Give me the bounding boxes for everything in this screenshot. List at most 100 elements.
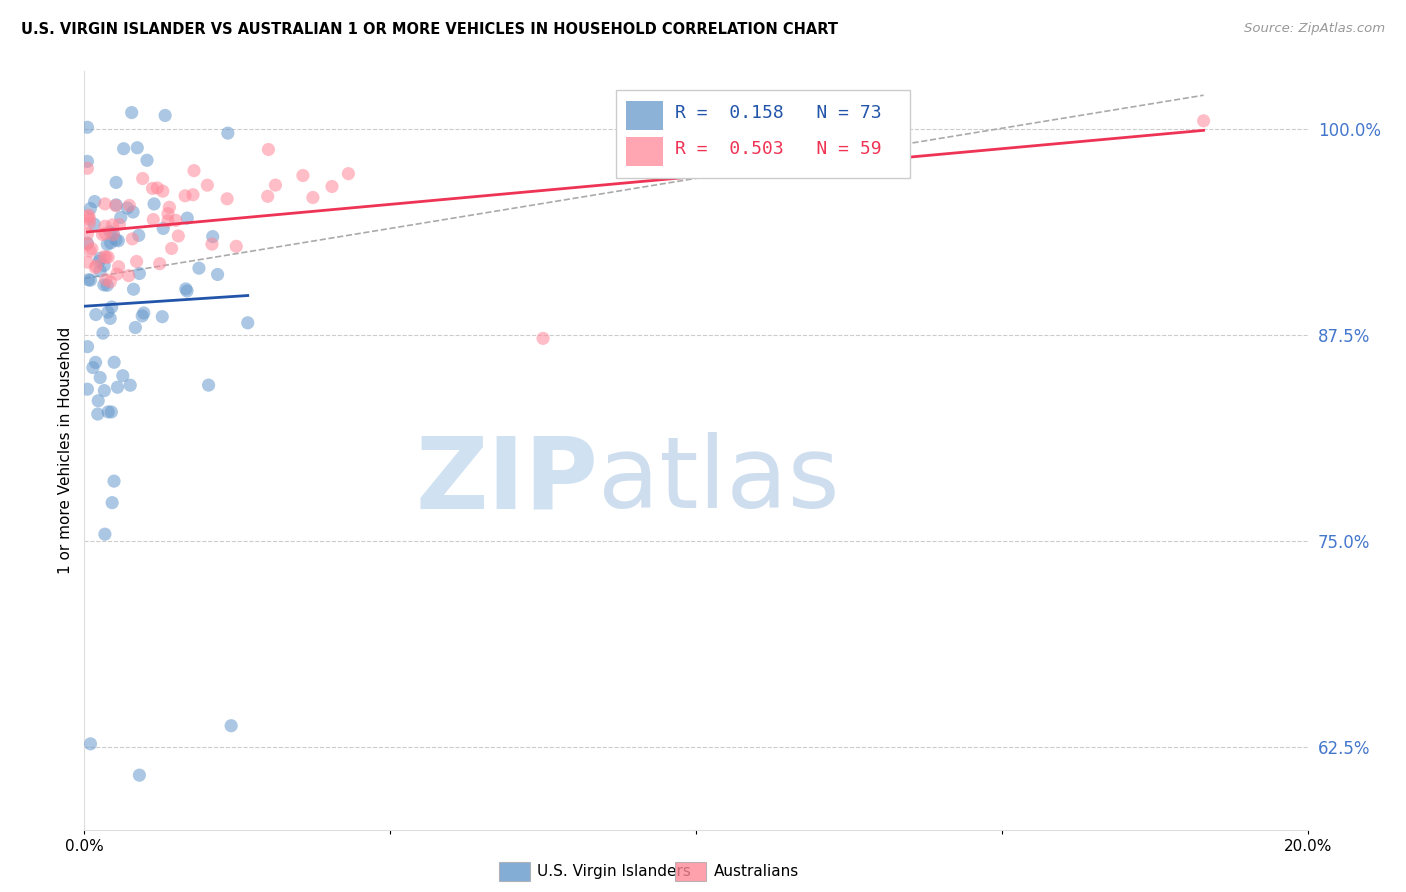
Point: [124, 320, 146, 334]
Point: [132, 306, 155, 320]
Y-axis label: 1 or more Vehicles in Household: 1 or more Vehicles in Household: [58, 326, 73, 574]
Point: [112, 142, 135, 156]
Point: [105, 267, 128, 281]
Point: [94, 250, 117, 264]
Point: [195, 178, 218, 193]
Point: [100, 405, 122, 419]
Point: [321, 179, 343, 194]
Point: [94, 272, 117, 286]
Point: [83, 217, 105, 231]
Point: [531, 331, 554, 345]
Point: [76, 255, 98, 269]
Point: [146, 181, 169, 195]
Point: [87, 254, 110, 268]
Point: [79, 273, 101, 287]
Point: [101, 227, 124, 242]
Point: [87, 393, 110, 408]
Point: [125, 254, 148, 268]
Point: [105, 233, 128, 247]
Point: [117, 201, 139, 215]
Point: [122, 282, 145, 296]
Point: [98, 225, 121, 239]
Point: [236, 316, 259, 330]
Text: R =  0.503   N = 59: R = 0.503 N = 59: [675, 140, 882, 158]
Point: [111, 368, 134, 383]
Point: [76, 210, 98, 224]
Point: [103, 474, 125, 488]
Point: [176, 284, 198, 298]
Point: [118, 198, 141, 212]
Point: [219, 719, 242, 733]
Point: [174, 282, 197, 296]
Point: [152, 221, 174, 235]
Point: [121, 105, 143, 120]
Point: [89, 251, 111, 265]
Point: [82, 360, 104, 375]
Point: [100, 235, 122, 250]
Point: [176, 211, 198, 225]
Point: [103, 227, 125, 241]
Point: [128, 267, 150, 281]
Point: [97, 405, 120, 419]
Point: [217, 126, 239, 140]
Point: [103, 355, 125, 369]
Point: [104, 198, 127, 212]
Point: [76, 382, 98, 396]
Point: [80, 242, 103, 256]
Point: [291, 169, 314, 183]
Point: [256, 189, 278, 203]
Point: [107, 260, 129, 274]
Point: [1192, 113, 1215, 128]
Point: [91, 326, 114, 341]
Point: [101, 218, 124, 232]
Point: [100, 300, 122, 314]
Point: [302, 190, 325, 204]
Point: [94, 197, 117, 211]
Point: [201, 237, 224, 252]
Point: [143, 197, 166, 211]
Point: [118, 268, 141, 283]
Point: [107, 234, 129, 248]
Point: [105, 198, 128, 212]
Point: [89, 264, 111, 278]
Point: [157, 200, 180, 214]
Point: [131, 171, 153, 186]
Point: [105, 176, 128, 190]
Point: [76, 227, 98, 241]
Text: R =  0.158   N = 73: R = 0.158 N = 73: [675, 104, 882, 122]
Point: [83, 194, 105, 209]
Text: Australians: Australians: [714, 864, 800, 879]
Point: [188, 261, 211, 276]
Point: [86, 259, 108, 273]
Point: [153, 108, 176, 122]
Point: [152, 184, 174, 198]
Point: [264, 178, 287, 193]
Point: [91, 227, 114, 242]
Point: [142, 212, 165, 227]
Point: [101, 496, 124, 510]
Point: [197, 378, 219, 392]
Point: [156, 207, 179, 221]
Point: [141, 181, 163, 195]
Point: [136, 153, 159, 168]
Point: [76, 236, 98, 251]
Point: [96, 278, 118, 293]
Point: [76, 237, 98, 252]
Point: [207, 268, 229, 282]
Point: [201, 229, 224, 244]
FancyBboxPatch shape: [616, 90, 910, 178]
Point: [76, 340, 98, 354]
Text: U.S. VIRGIN ISLANDER VS AUSTRALIAN 1 OR MORE VEHICLES IN HOUSEHOLD CORRELATION C: U.S. VIRGIN ISLANDER VS AUSTRALIAN 1 OR …: [21, 22, 838, 37]
Point: [183, 163, 205, 178]
Point: [77, 273, 100, 287]
Text: Source: ZipAtlas.com: Source: ZipAtlas.com: [1244, 22, 1385, 36]
Point: [122, 205, 145, 219]
Point: [131, 309, 153, 323]
Point: [98, 311, 121, 326]
Point: [120, 378, 142, 392]
Point: [79, 212, 101, 227]
Point: [76, 120, 98, 135]
Point: [127, 141, 149, 155]
Point: [165, 213, 187, 227]
Point: [150, 310, 173, 324]
